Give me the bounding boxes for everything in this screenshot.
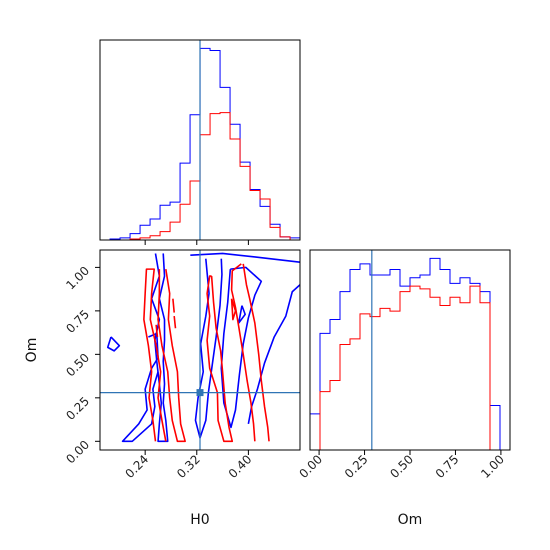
om-hist-tick-label: 1.00: [478, 452, 507, 481]
om-hist-tick-label: 0.50: [387, 452, 416, 481]
joint-x-tick-label: 0.24: [122, 452, 151, 481]
contour-line-red: [206, 275, 234, 443]
joint-frame: [99, 249, 301, 451]
contour-line-blue: [190, 252, 301, 263]
om-hist-tick-label: 0.25: [342, 452, 371, 481]
h0-histogram-panel: [99, 39, 301, 245]
joint-y-tick-label: 0.25: [63, 394, 92, 423]
contour-line-red: [230, 298, 237, 321]
om-hist-tick-label: 0.00: [296, 452, 325, 481]
joint-x-tick-label: 0.32: [174, 452, 203, 481]
contour-line-red: [173, 316, 177, 329]
contour-line-red: [157, 269, 186, 443]
y-axis-label-om: Om: [24, 338, 40, 363]
om-histogram-panel: 0.00 0.25 0.50 0.75 1.00 Om: [296, 249, 511, 528]
om-histogram-series: [310, 257, 510, 451]
contour-line-blue: [237, 305, 246, 324]
contour-line-blue: [106, 336, 121, 352]
joint-y-tick-label: 0.00: [63, 438, 92, 467]
contour-line-red: [230, 263, 256, 442]
om-histogram-series-red: [310, 285, 510, 451]
om-histogram-series-blue: [310, 257, 510, 451]
om-hist-tick-label: 0.75: [433, 452, 462, 481]
contour-line-red: [155, 324, 159, 338]
joint-y-tick-label: 1.00: [63, 264, 92, 293]
joint-y-tick-label: 0.50: [63, 351, 92, 380]
contour-series: [106, 252, 301, 443]
joint-x-tick-label: 0.40: [226, 452, 255, 481]
contour-line-red: [242, 263, 270, 442]
joint-y-tick-label: 0.75: [63, 307, 92, 336]
x-axis-label-h0: H0: [190, 512, 209, 528]
joint-x-ticks: 0.24 0.32 0.40: [122, 450, 255, 481]
truth-marker: [196, 389, 204, 397]
h0-histogram-frame: [99, 39, 301, 241]
h0-histogram-ticks: [144, 240, 249, 245]
contour-line-blue: [247, 284, 301, 425]
om-histogram-frame: [309, 249, 511, 451]
h0-histogram-series-red: [100, 112, 300, 241]
contour-line-red: [172, 298, 175, 313]
om-histogram-ticks: 0.00 0.25 0.50 0.75 1.00: [296, 450, 507, 481]
joint-contour-panel: 0.24 0.32 0.40 0.00 0.25 0.50 0.75 1.00 H0 Om: [24, 249, 301, 528]
joint-y-ticks: 0.00 0.25 0.50 0.75 1.00: [63, 264, 100, 467]
contour-line-red: [143, 268, 167, 442]
x-axis-label-om: Om: [398, 512, 423, 528]
